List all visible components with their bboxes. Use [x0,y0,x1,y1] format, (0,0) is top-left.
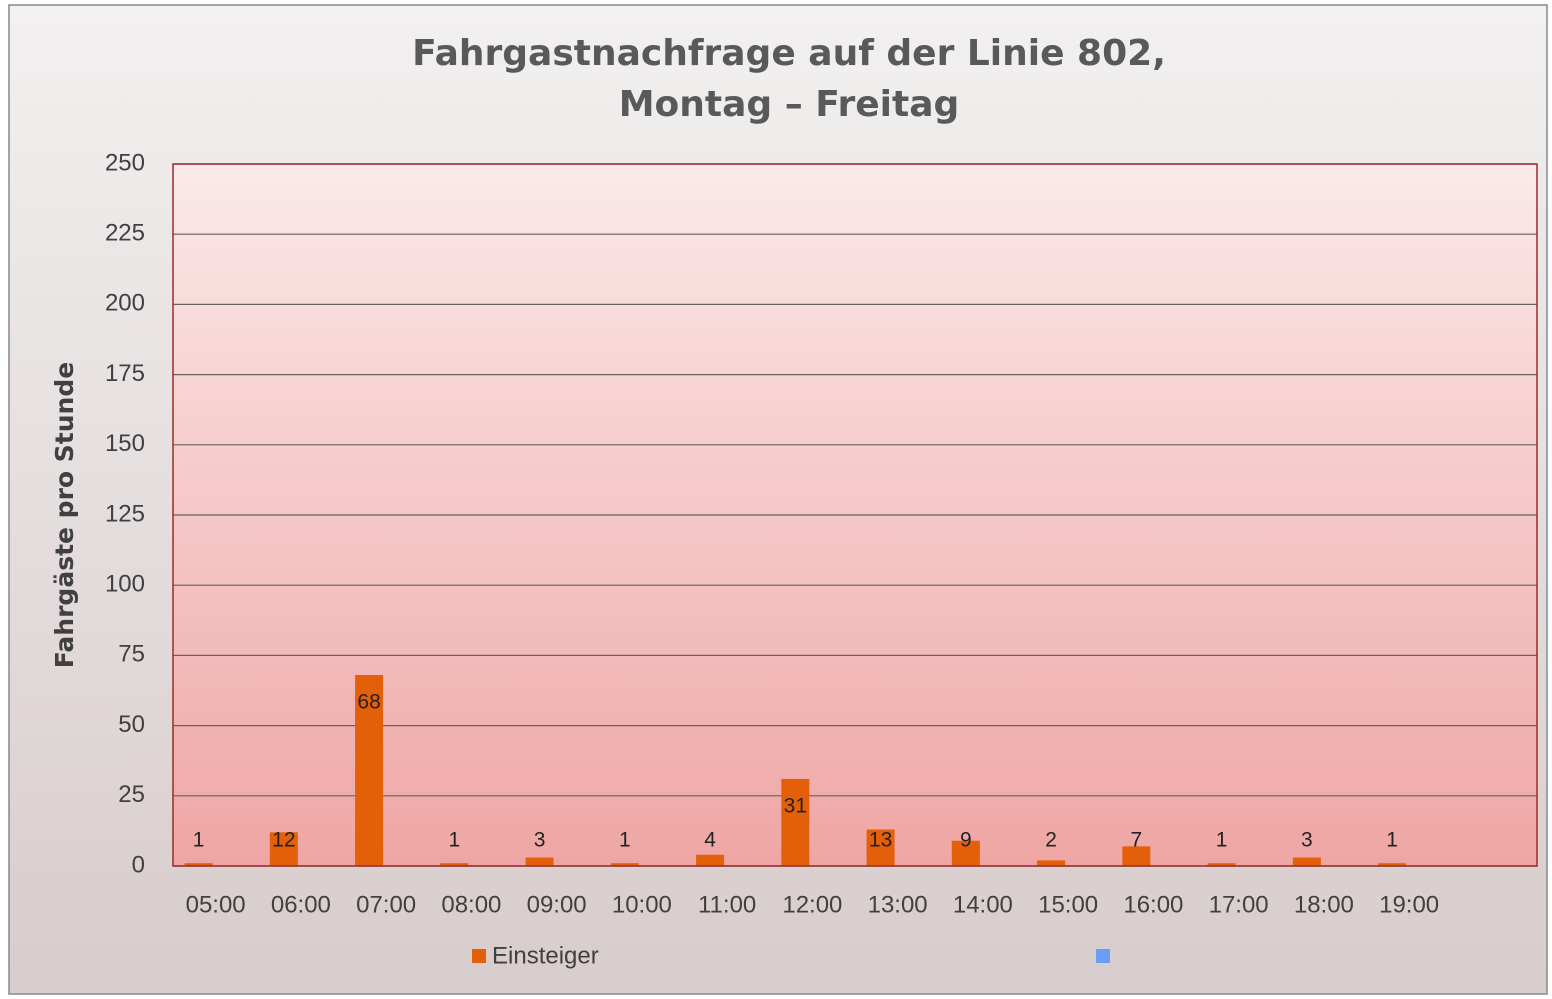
y-tick-label: 200 [105,290,145,317]
y-tick-label: 225 [105,220,145,247]
legend-swatch [1096,949,1110,963]
y-tick-label: 175 [105,360,145,387]
data-label: 31 [784,794,807,817]
x-tick-label: 12:00 [782,891,842,918]
x-tick-label: 07:00 [356,891,416,918]
x-tick-label: 09:00 [527,891,587,918]
x-tick-label: 10:00 [612,891,672,918]
x-tick-label: 08:00 [441,891,501,918]
bar [1378,863,1407,866]
bar [184,863,213,866]
y-tick-label: 150 [105,430,145,457]
x-tick-label: 18:00 [1294,891,1354,918]
data-label: 1 [619,829,631,852]
chart-title: Montag – Freitag [619,84,960,125]
y-tick-label: 50 [118,711,145,738]
y-tick-label: 25 [118,781,145,808]
data-label: 1 [448,829,460,852]
x-tick-label: 15:00 [1038,891,1098,918]
x-tick-label: 06:00 [271,891,331,918]
y-tick-label: 75 [118,641,145,668]
bar [355,675,384,866]
bar [696,854,725,866]
data-label: 9 [960,829,972,852]
y-tick-label: 100 [105,571,145,598]
bar [781,778,810,866]
y-tick-label: 250 [105,149,145,176]
x-tick-label: 13:00 [868,891,928,918]
data-label: 7 [1130,829,1142,852]
bar [269,832,298,866]
data-label: 4 [704,829,716,852]
data-label: 1 [193,829,205,852]
bar [525,857,554,866]
data-label: 13 [869,829,892,852]
bar [610,863,639,866]
x-tick-label: 05:00 [186,891,246,918]
x-tick-label: 17:00 [1209,891,1269,918]
data-label: 3 [1301,829,1313,852]
legend-label: Einsteiger [492,942,599,969]
chart-title: Fahrgastnachfrage auf der Linie 802, [412,33,1166,74]
bar [1292,857,1321,866]
data-label: 3 [534,829,546,852]
legend-swatch [472,949,486,963]
bar [1122,846,1151,866]
data-label: 68 [357,691,380,714]
bar [1207,863,1236,866]
y-tick-label: 125 [105,500,145,527]
x-tick-label: 11:00 [698,891,756,918]
plot-border [172,163,1538,867]
bar [951,840,980,866]
data-label: 12 [272,829,295,852]
bar [1037,860,1066,866]
bar [440,863,469,866]
data-label: 1 [1386,829,1398,852]
x-tick-label: 16:00 [1123,891,1183,918]
bar [866,829,895,866]
x-tick-label: 14:00 [953,891,1013,918]
data-label: 2 [1045,829,1057,852]
x-tick-label: 19:00 [1379,891,1439,918]
y-tick-label: 0 [132,851,145,878]
y-axis-title: Fahrgäste pro Stunde [50,362,79,668]
data-label: 1 [1216,829,1228,852]
